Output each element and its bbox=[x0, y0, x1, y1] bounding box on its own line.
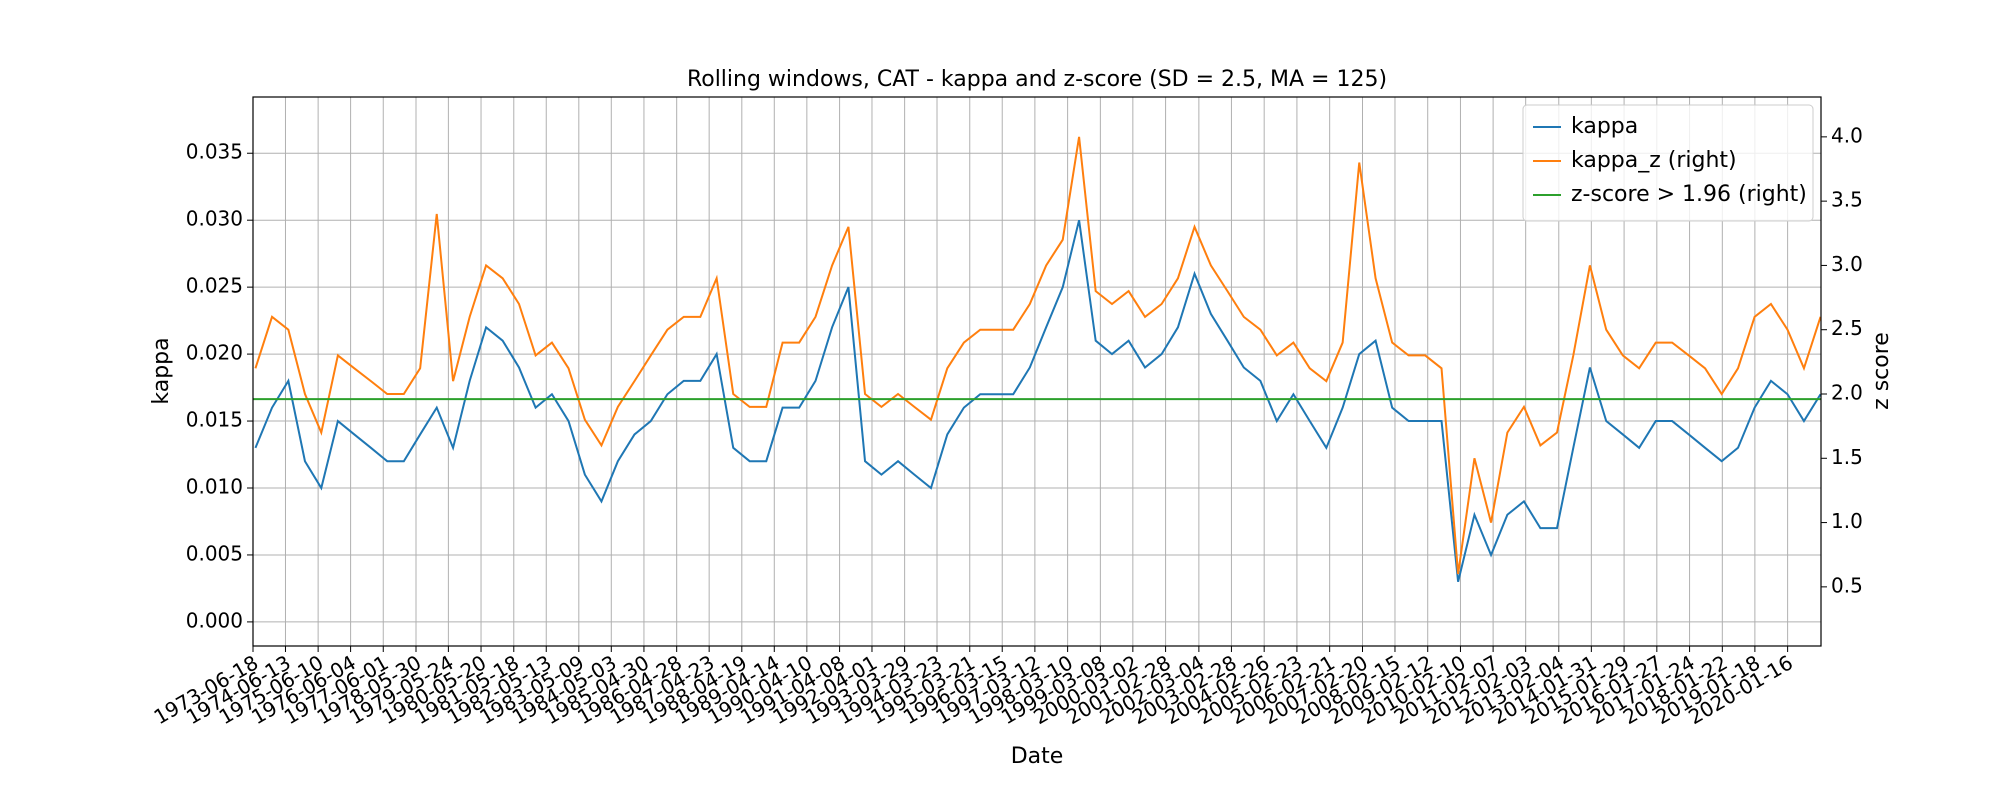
y2-tick-label: 3.5 bbox=[1831, 188, 1863, 212]
y-tick-label: 0.000 bbox=[186, 608, 243, 632]
y-tick-label: 0.035 bbox=[186, 140, 243, 164]
y2-tick-label: 3.0 bbox=[1831, 252, 1863, 276]
y2-tick-label: 1.0 bbox=[1831, 509, 1863, 533]
y2-axis-label: z score bbox=[1869, 332, 1894, 410]
chart-title: Rolling windows, CAT - kappa and z-score… bbox=[687, 67, 1387, 92]
y2-tick-label: 0.5 bbox=[1831, 573, 1863, 597]
y-tick-label: 0.015 bbox=[186, 408, 243, 432]
y-axis-label: kappa bbox=[149, 337, 174, 404]
x-axis-label: Date bbox=[1011, 744, 1064, 769]
legend-label: kappa_z (right) bbox=[1571, 148, 1737, 173]
y-tick-label: 0.025 bbox=[186, 274, 243, 298]
legend-box bbox=[1522, 104, 1814, 222]
y2-tick-label: 4.0 bbox=[1831, 123, 1863, 147]
y-tick-label: 0.020 bbox=[186, 341, 243, 365]
y2-tick-label: 2.0 bbox=[1831, 381, 1863, 405]
y-tick-label: 0.030 bbox=[186, 207, 243, 231]
data-line bbox=[254, 219, 1822, 582]
legend: kappa kappa_z (right) z-score > 1.96 (righ… bbox=[1522, 104, 1814, 222]
legend-label: kappa bbox=[1571, 114, 1638, 139]
legend-label: z-score > 1.96 (right) bbox=[1571, 182, 1807, 207]
data-line bbox=[254, 136, 1822, 575]
y-tick-label: 0.010 bbox=[186, 474, 243, 498]
plot-frame bbox=[252, 96, 1822, 647]
y-tick-label: 0.005 bbox=[186, 541, 243, 565]
y2-tick-label: 1.5 bbox=[1831, 445, 1863, 469]
y2-tick-label: 2.5 bbox=[1831, 316, 1863, 340]
